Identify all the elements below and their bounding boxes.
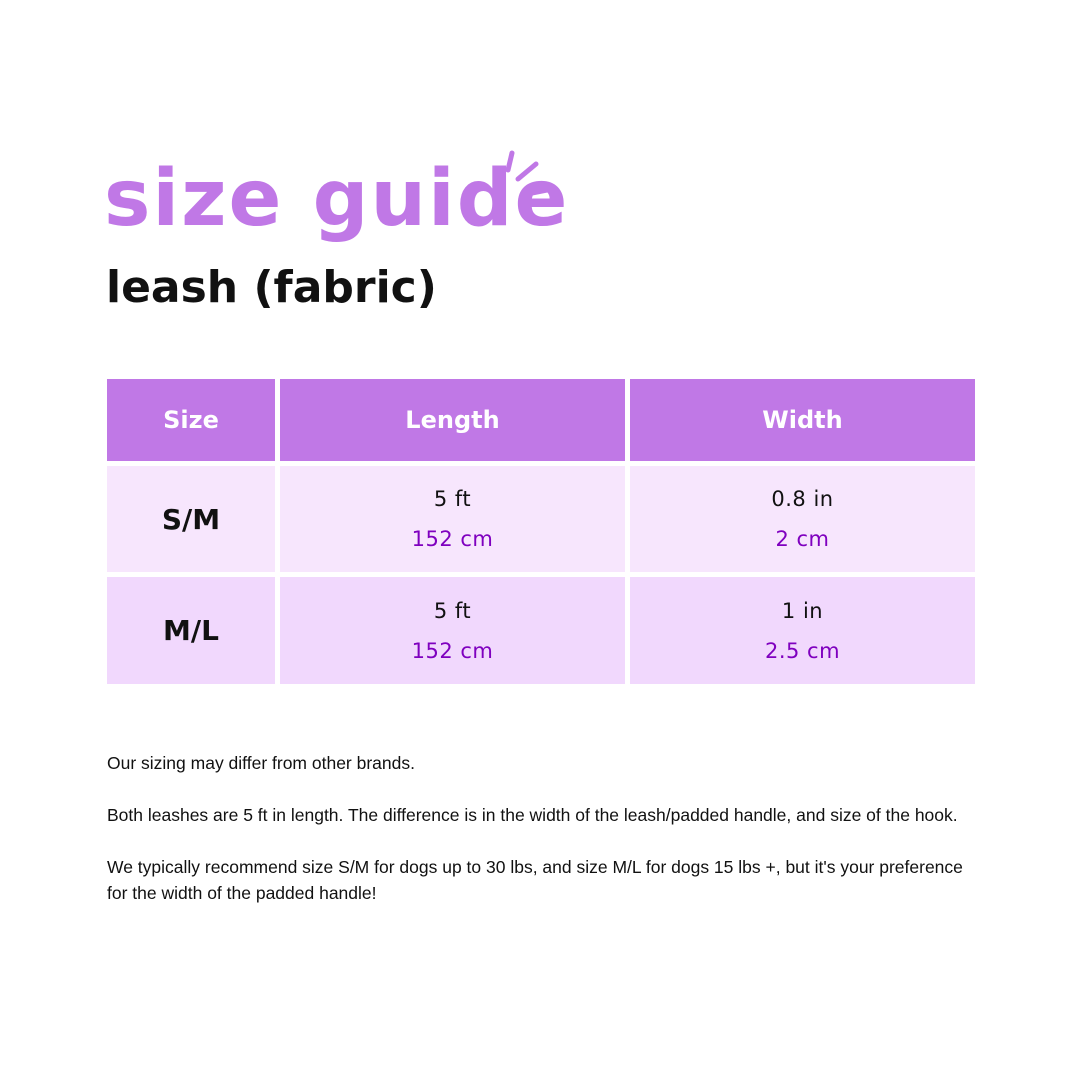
header-label: Width: [762, 406, 843, 434]
page-subtitle: leash (fabric): [106, 262, 437, 313]
length-imperial: 5 ft: [433, 598, 472, 623]
length-imperial: 5 ft: [433, 487, 472, 511]
header-label: Length: [405, 406, 500, 434]
header-label: Size: [163, 406, 219, 434]
width-imperial: 0.8 in: [771, 487, 834, 511]
length-metric: 152 cm: [411, 527, 494, 551]
sparkle-icon: [505, 150, 550, 198]
column-header-length: Length: [280, 379, 625, 461]
page-title: size guide: [104, 154, 570, 244]
length-cell: 5 ft 152 cm: [280, 577, 625, 684]
size-label: M/L: [163, 614, 219, 647]
size-label: S/M: [161, 502, 221, 536]
table-row-size: M/L: [107, 577, 275, 684]
width-imperial: 1 in: [781, 598, 824, 623]
table-row-size: S/M: [107, 466, 275, 572]
column-header-size: Size: [107, 379, 275, 461]
note-paragraph: We typically recommend size S/M for dogs…: [107, 857, 963, 903]
width-metric: 2.5 cm: [764, 638, 841, 663]
length-metric: 152 cm: [411, 638, 494, 663]
width-metric: 2 cm: [775, 527, 830, 551]
note-paragraph: Our sizing may differ from other brands.: [107, 753, 415, 773]
width-cell: 0.8 in 2 cm: [630, 466, 975, 572]
sizing-notes: Our sizing may differ from other brands.…: [107, 750, 977, 932]
width-cell: 1 in 2.5 cm: [630, 577, 975, 684]
note-paragraph: Both leashes are 5 ft in length. The dif…: [107, 805, 958, 825]
length-cell: 5 ft 152 cm: [280, 466, 625, 572]
column-header-width: Width: [630, 379, 975, 461]
